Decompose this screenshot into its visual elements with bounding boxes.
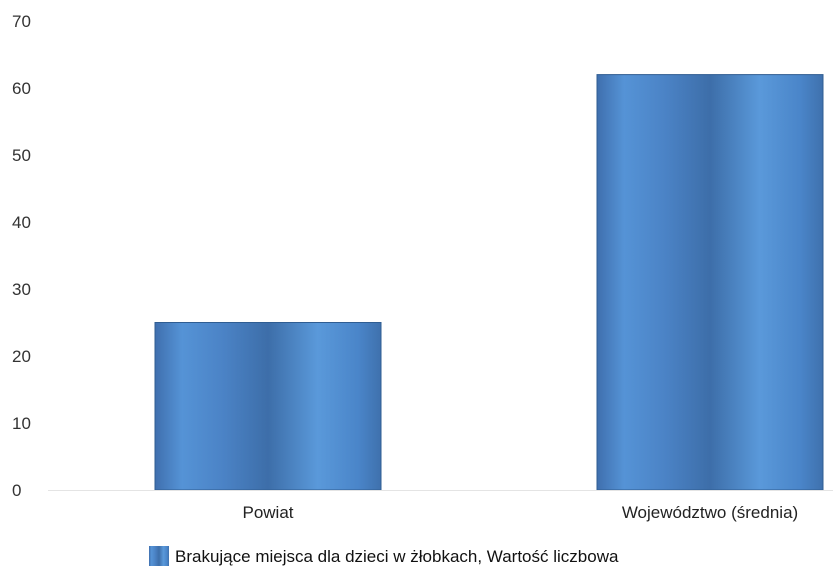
y-tick-label: 60 [12, 79, 31, 98]
x-category-label: Powiat [242, 503, 293, 522]
bar [596, 74, 824, 491]
y-tick-label: 40 [12, 213, 31, 232]
legend: Brakujące miejsca dla dzieci w żłobkach,… [149, 546, 619, 566]
x-axis: Powiat Województwo (średnia) [48, 490, 833, 522]
legend-swatch [149, 546, 169, 566]
y-axis: 0 10 20 30 40 50 60 70 [12, 12, 31, 500]
y-tick-label: 0 [12, 481, 21, 500]
y-tick-label: 30 [12, 280, 31, 299]
y-tick-label: 20 [12, 347, 31, 366]
legend-label: Brakujące miejsca dla dzieci w żłobkach,… [175, 547, 619, 566]
y-tick-label: 10 [12, 414, 31, 433]
y-tick-label: 70 [12, 12, 31, 31]
bar [154, 322, 382, 491]
x-category-label: Województwo (średnia) [622, 503, 798, 522]
bars [154, 74, 824, 491]
y-tick-label: 50 [12, 146, 31, 165]
